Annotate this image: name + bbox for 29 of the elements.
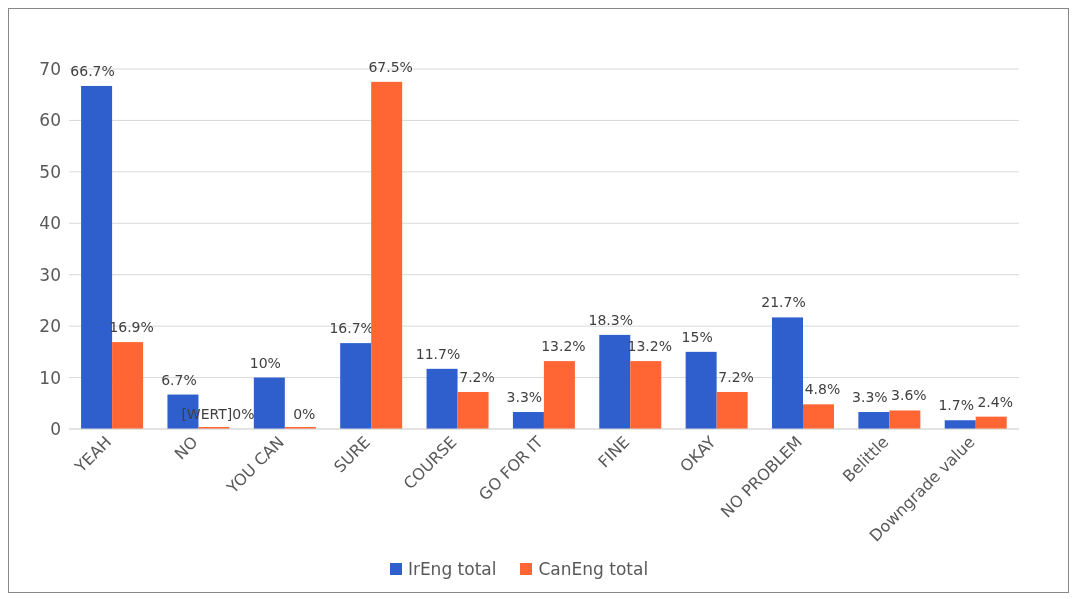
y-tick-label: 70 — [39, 59, 61, 80]
data-label: 11.7% — [415, 345, 461, 362]
data-label: 7.2% — [459, 368, 495, 385]
y-tick-label: 20 — [39, 316, 61, 337]
data-label: 18.3% — [588, 311, 634, 328]
data-label: 7.2% — [718, 368, 754, 385]
y-tick-label: 30 — [39, 264, 61, 285]
data-label: 15% — [681, 328, 713, 345]
data-label: 6.7% — [161, 371, 197, 388]
y-tick-label: 40 — [39, 213, 61, 234]
legend-label: IrEng total — [407, 559, 497, 579]
data-label: 3.3% — [852, 389, 888, 406]
data-label: 4.8% — [804, 381, 841, 398]
y-tick-label: 60 — [39, 110, 61, 131]
data-label: 1.7% — [938, 397, 975, 414]
x-tick-label: NO — [170, 432, 202, 464]
data-label: 13.2% — [541, 338, 586, 355]
data-label: 3.6% — [891, 387, 927, 404]
legend-label: CanEng total — [538, 559, 649, 579]
data-label: 66.7% — [70, 62, 115, 79]
data-label: 21.7% — [761, 294, 806, 311]
data-label: 67.5% — [368, 58, 413, 75]
data-label: 3.3% — [506, 389, 543, 406]
y-tick-label: 0 — [50, 419, 61, 440]
data-label: 2.4% — [977, 393, 1014, 410]
y-tick-label: 10 — [39, 367, 61, 388]
data-label: 0% — [293, 406, 316, 422]
data-label: 10% — [249, 354, 281, 371]
y-tick-label: 50 — [39, 161, 61, 182]
